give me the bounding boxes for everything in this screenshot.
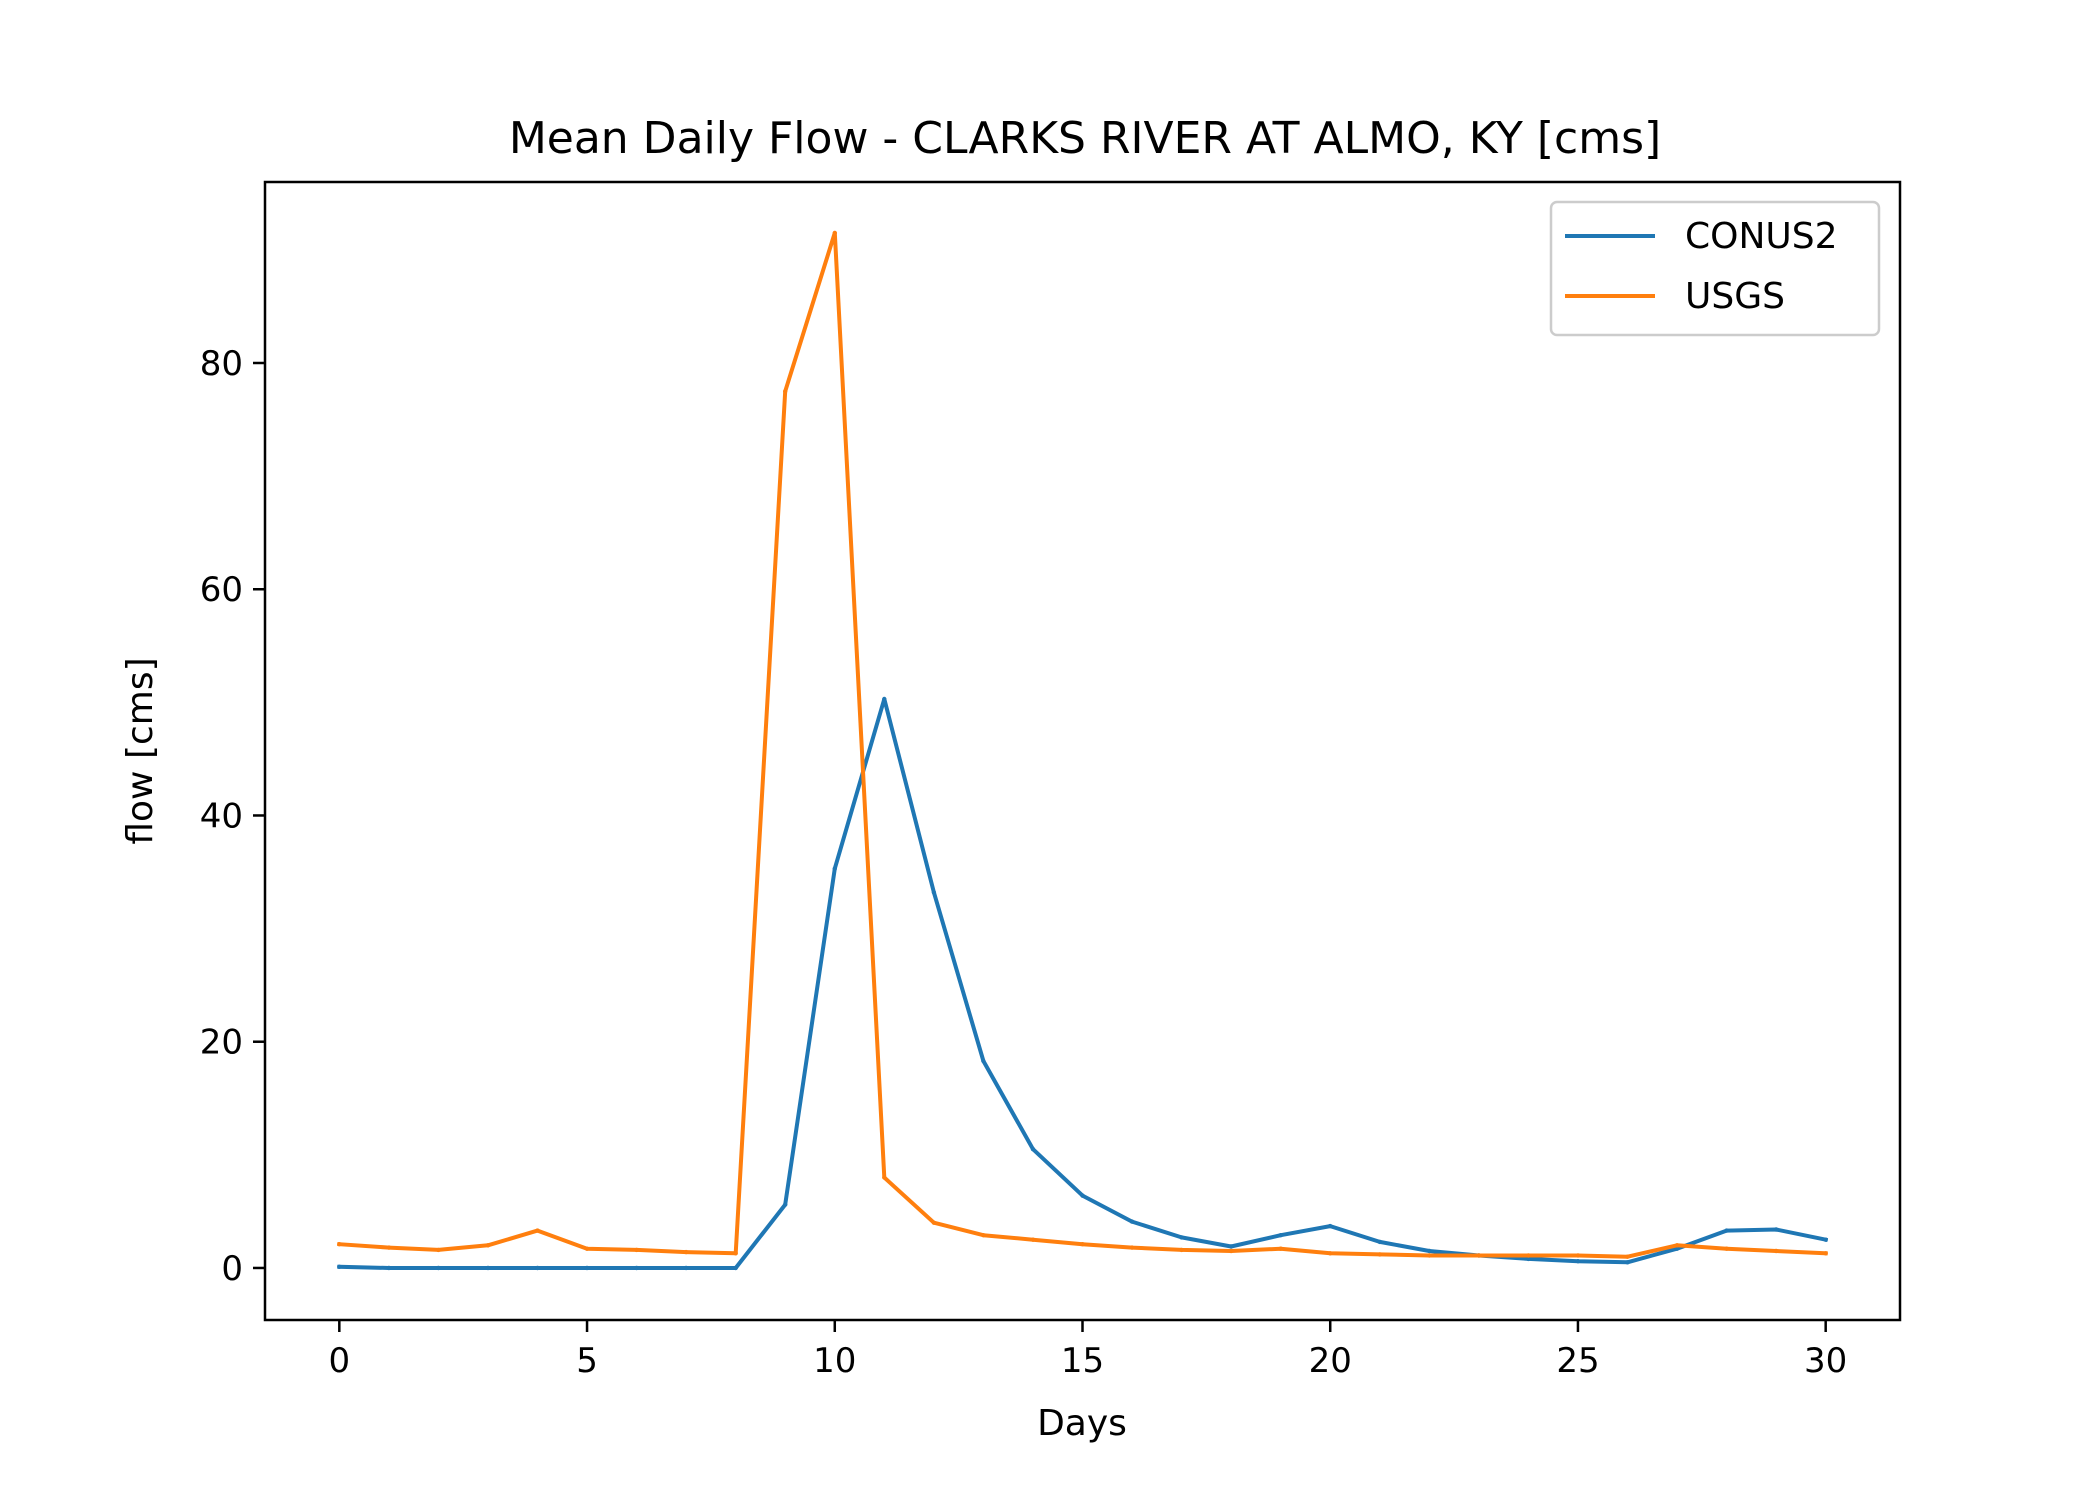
data-point-usgs (733, 1251, 738, 1256)
data-point-usgs (783, 389, 788, 394)
data-point-conus2 (485, 1265, 491, 1271)
x-tick-label: 5 (576, 1341, 598, 1381)
data-point-conus2 (981, 1058, 986, 1064)
data-point-usgs (1526, 1253, 1531, 1258)
legend-label-usgs: USGS (1685, 276, 1785, 317)
data-point-usgs (683, 1249, 689, 1255)
data-point-conus2 (337, 1264, 342, 1270)
y-tick-label: 60 (200, 570, 243, 610)
data-point-usgs (1030, 1237, 1036, 1242)
y-tick-label: 80 (200, 344, 243, 384)
x-tick-label: 25 (1556, 1341, 1599, 1381)
data-point-conus2 (1080, 1193, 1085, 1198)
data-point-conus2 (783, 1202, 788, 1207)
legend: CONUS2 USGS (1549, 200, 1881, 337)
data-point-conus2 (1575, 1259, 1581, 1264)
data-point-usgs (1179, 1247, 1184, 1253)
data-point-usgs (1476, 1253, 1482, 1258)
chart-title: Mean Daily Flow - CLARKS RIVER AT ALMO, … (509, 113, 1661, 164)
data-point-usgs (1080, 1242, 1085, 1247)
data-point-usgs (1278, 1246, 1283, 1251)
y-tick-label: 40 (200, 796, 243, 836)
data-point-usgs (535, 1228, 540, 1233)
data-point-usgs (1228, 1248, 1234, 1254)
data-point-conus2 (634, 1265, 639, 1271)
x-tick-label: 15 (1061, 1341, 1104, 1381)
data-point-usgs (436, 1247, 441, 1253)
data-point-conus2 (1030, 1147, 1036, 1152)
y-tick-label: 0 (221, 1249, 243, 1289)
y-axis: 0 20 40 60 80 (200, 344, 265, 1289)
x-tick-label: 0 (328, 1341, 350, 1381)
data-point-conus2 (1427, 1248, 1432, 1254)
data-point-usgs (1377, 1252, 1383, 1257)
data-point-conus2 (1773, 1227, 1779, 1232)
data-point-usgs (1575, 1253, 1581, 1258)
data-point-conus2 (1129, 1219, 1135, 1224)
data-point-usgs (832, 230, 837, 236)
y-axis-title: flow [cms] (120, 657, 161, 844)
y-tick-label: 20 (200, 1023, 243, 1063)
data-point-conus2 (584, 1265, 590, 1271)
data-point-conus2 (1377, 1239, 1383, 1245)
legend-label-conus2: CONUS2 (1685, 216, 1838, 257)
data-point-usgs (1724, 1246, 1729, 1251)
data-point-usgs (981, 1233, 986, 1238)
data-point-conus2 (931, 890, 937, 895)
data-point-usgs (337, 1242, 342, 1247)
data-point-usgs (931, 1220, 937, 1225)
data-point-usgs (584, 1246, 590, 1251)
series-layer (337, 230, 1829, 1271)
data-point-conus2 (1228, 1244, 1234, 1249)
data-point-usgs (1674, 1243, 1680, 1248)
data-point-conus2 (1724, 1228, 1729, 1233)
data-point-usgs (634, 1247, 639, 1253)
data-point-usgs (1625, 1254, 1630, 1259)
data-point-conus2 (1179, 1235, 1184, 1240)
data-point-conus2 (1526, 1256, 1531, 1262)
data-point-usgs (882, 1175, 887, 1180)
x-tick-label: 20 (1309, 1341, 1352, 1381)
data-point-usgs (1328, 1251, 1333, 1256)
data-point-conus2 (436, 1265, 441, 1271)
data-point-conus2 (882, 696, 887, 702)
x-axis-title: Days (1037, 1403, 1127, 1444)
data-point-usgs (1773, 1248, 1779, 1254)
data-point-usgs (485, 1243, 491, 1248)
data-point-usgs (1129, 1245, 1135, 1250)
x-tick-label: 30 (1804, 1341, 1847, 1381)
data-point-conus2 (733, 1265, 738, 1271)
data-point-conus2 (1278, 1233, 1283, 1238)
x-tick-label: 10 (813, 1341, 856, 1381)
x-axis: 0 5 10 15 20 25 30 (328, 1320, 1847, 1381)
data-point-conus2 (1823, 1237, 1828, 1242)
data-point-conus2 (1328, 1223, 1333, 1229)
data-point-usgs (1823, 1251, 1828, 1256)
data-point-conus2 (535, 1265, 540, 1271)
data-point-conus2 (832, 866, 837, 871)
data-point-usgs (1427, 1253, 1432, 1258)
data-point-conus2 (683, 1265, 689, 1271)
data-point-conus2 (1625, 1260, 1630, 1265)
data-point-usgs (386, 1245, 392, 1250)
data-point-conus2 (386, 1265, 392, 1271)
